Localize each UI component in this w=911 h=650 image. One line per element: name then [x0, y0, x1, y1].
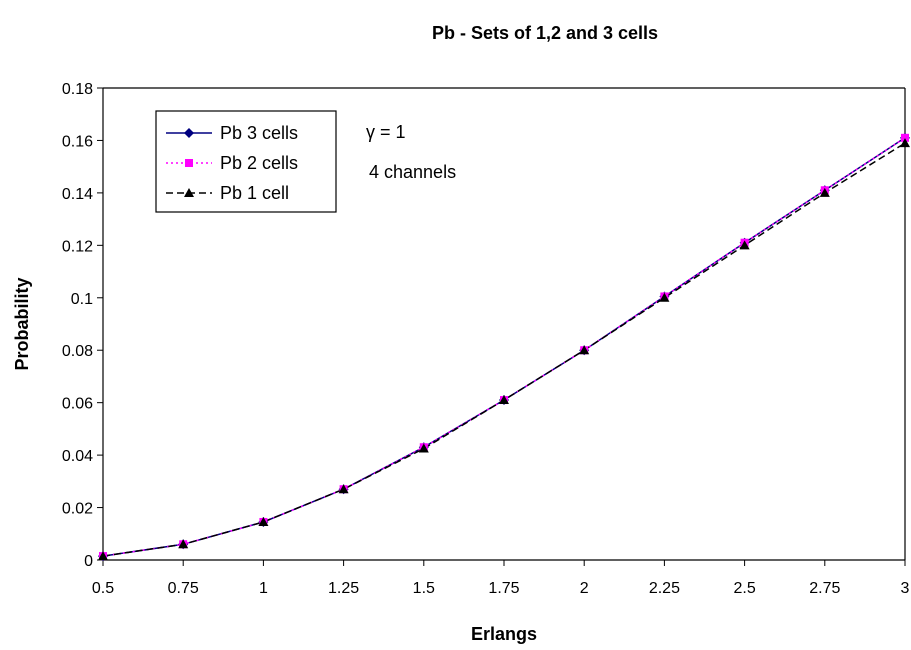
- x-tick-label: 1: [259, 580, 268, 597]
- data-point: [659, 292, 670, 302]
- x-axis-title: Erlangs: [471, 624, 537, 644]
- data-point: [338, 484, 349, 494]
- data-point: [418, 443, 429, 453]
- legend-marker: [184, 128, 194, 138]
- data-point: [579, 345, 590, 355]
- x-tick-label: 2.75: [809, 580, 840, 597]
- y-tick-label: 0.1: [71, 291, 93, 308]
- x-tick-label: 2.5: [733, 580, 755, 597]
- y-tick-label: 0.14: [62, 186, 93, 203]
- legend-label: Pb 2 cells: [220, 153, 298, 173]
- y-tick-label: 0.08: [62, 343, 93, 360]
- legend-label: Pb 3 cells: [220, 123, 298, 143]
- chart-title: Pb - Sets of 1,2 and 3 cells: [432, 23, 658, 43]
- legend: Pb 3 cells Pb 2 cells Pb 1 cell: [155, 110, 337, 213]
- x-tick-label: 3: [901, 580, 910, 597]
- y-tick-label: 0.16: [62, 133, 93, 150]
- y-tick-label: 0.18: [62, 81, 93, 98]
- data-point: [98, 551, 108, 561]
- x-tick-label: 1.5: [413, 580, 435, 597]
- y-tick-label: 0.04: [62, 448, 93, 465]
- x-tick-label: 2: [580, 580, 589, 597]
- data-point: [739, 240, 750, 250]
- data-point: [178, 539, 189, 549]
- axes: [102, 87, 906, 561]
- data-point: [499, 395, 509, 405]
- legend-marker: [185, 159, 193, 167]
- x-tick-label: 2.25: [649, 580, 680, 597]
- y-axis-title: Probability: [12, 277, 32, 370]
- series-markers: [98, 132, 910, 562]
- data-point: [901, 133, 909, 142]
- legend-label: Pb 1 cell: [220, 183, 289, 203]
- data-point: [258, 516, 269, 526]
- x-tick-label: 1.25: [328, 580, 359, 597]
- ticks: 0 0.02 0.04 0.06 0.08 0.1 0.12 0.14 0.16 0.18 0.5 0…: [62, 81, 910, 597]
- y-tick-label: 0: [84, 553, 93, 570]
- x-tick-label: 0.5: [92, 580, 114, 597]
- x-tick-label: 0.75: [168, 580, 199, 597]
- data-point: [819, 187, 830, 197]
- y-tick-label: 0.06: [62, 396, 93, 413]
- legend-marker: [184, 188, 194, 197]
- y-tick-label: 0.12: [62, 238, 93, 255]
- annotation-channels: 4 channels: [369, 162, 456, 182]
- data-point: [900, 138, 910, 148]
- x-tick-label: 1.75: [488, 580, 519, 597]
- annotation-gamma: γ = 1: [366, 122, 406, 142]
- y-tick-label: 0.02: [62, 501, 93, 518]
